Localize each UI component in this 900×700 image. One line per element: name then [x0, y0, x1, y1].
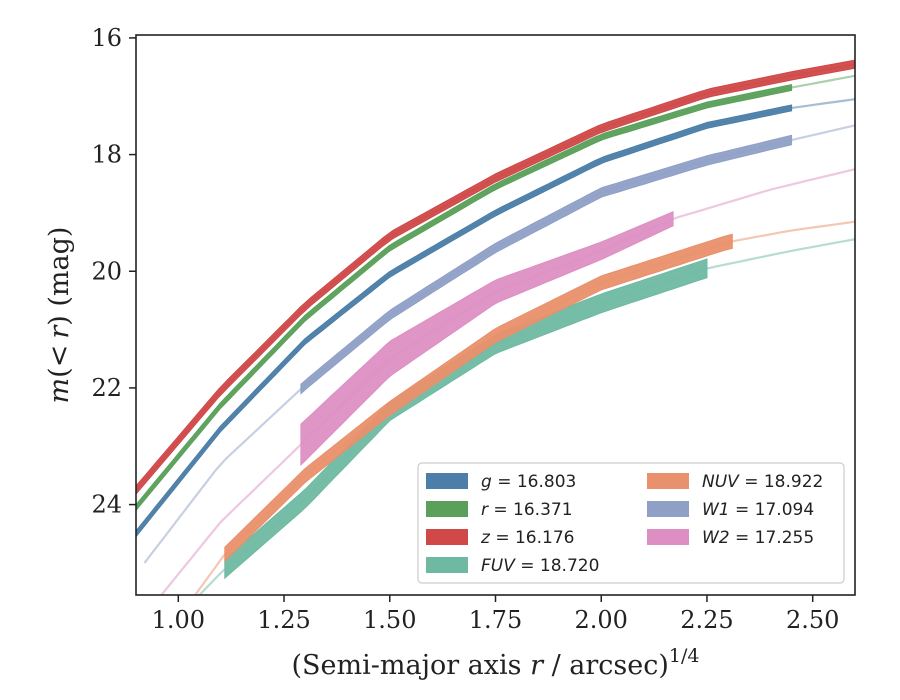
y-tick-label: 18: [91, 141, 122, 169]
x-tick-label: 1.50: [363, 606, 416, 634]
x-axis-label: (Semi-major axis r / arcsec)1/4: [292, 645, 700, 681]
legend-swatch-NUV: [647, 473, 689, 489]
legend-swatch-g: [426, 473, 468, 489]
legend-label-W2: W2 = 17.255: [702, 528, 814, 548]
model-line-z: [136, 63, 855, 491]
legend-label-z: z = 16.176: [480, 528, 574, 548]
profile-band-r: [136, 83, 793, 512]
y-tick-label: 20: [91, 257, 122, 285]
legend-item-r: r = 16.371: [426, 500, 573, 520]
legend-item-NUV: NUV = 18.922: [647, 472, 823, 492]
y-tick-label: 22: [91, 374, 122, 402]
legend-item-W2: W2 = 17.255: [647, 528, 814, 548]
x-tick-label: 2.50: [786, 606, 839, 634]
legend-swatch-W1: [647, 501, 689, 517]
legend-label-FUV: FUV = 18.720: [481, 556, 599, 576]
legend-item-FUV: FUV = 18.720: [426, 556, 599, 576]
x-tick-label: 1.25: [257, 606, 310, 634]
legend-item-g: g = 16.803: [426, 472, 576, 492]
legend-swatch-r: [426, 501, 468, 517]
legend: g = 16.803 r = 16.371 z = 16.176 FUV = 18.7…: [417, 462, 845, 584]
y-tick-label: 16: [91, 24, 122, 52]
profile-band-z: [136, 59, 855, 495]
profile-band-W1: [300, 134, 793, 395]
y-axis-label: m(<r) (mag): [44, 227, 75, 404]
series-layer: [136, 59, 855, 595]
x-tick-label: 2.25: [680, 606, 733, 634]
legend-label-g: g = 16.803: [481, 472, 576, 492]
x-tick-label: 2.00: [575, 606, 628, 634]
legend-item-z: z = 16.176: [426, 528, 574, 548]
legend-swatch-FUV: [426, 557, 468, 573]
legend-swatch-W2: [647, 529, 689, 545]
y-tick-label: 24: [91, 491, 122, 519]
profile-band-W2: [300, 211, 674, 467]
legend-label-W1: W1 = 17.094: [702, 500, 814, 520]
legend-frame: [417, 462, 845, 584]
x-tick-label: 1.00: [152, 606, 205, 634]
tick-layer: 1.00 1.25 1.50 1.75 2.00 2.25 2.50 16 18 20 22 24: [91, 24, 839, 634]
legend-label-NUV: NUV = 18.922: [702, 472, 823, 492]
profile-band-NUV: [224, 233, 733, 563]
legend-item-W1: W1 = 17.094: [647, 500, 814, 520]
legend-swatch-z: [426, 529, 468, 545]
profile-band-g: [136, 104, 793, 538]
legend-label-r: r = 16.371: [481, 500, 573, 520]
x-tick-label: 1.75: [469, 606, 522, 634]
